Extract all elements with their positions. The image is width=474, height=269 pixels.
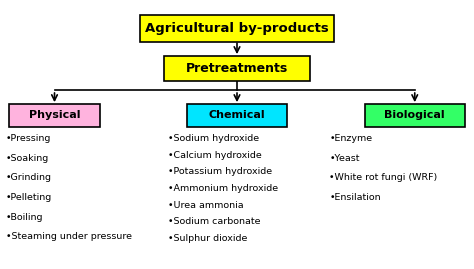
Text: •Ammonium hydroxide: •Ammonium hydroxide <box>168 184 278 193</box>
Text: Physical: Physical <box>29 110 80 120</box>
Text: •Soaking: •Soaking <box>6 154 49 163</box>
Text: •Pressing: •Pressing <box>6 134 51 143</box>
Text: •Yeast: •Yeast <box>329 154 360 163</box>
Text: •Calcium hydroxide: •Calcium hydroxide <box>168 151 262 160</box>
FancyBboxPatch shape <box>9 104 100 127</box>
Text: •Pelleting: •Pelleting <box>6 193 52 202</box>
Text: •Enzyme: •Enzyme <box>329 134 373 143</box>
Text: •White rot fungi (WRF): •White rot fungi (WRF) <box>329 173 438 182</box>
FancyBboxPatch shape <box>140 15 334 42</box>
Text: Pretreatments: Pretreatments <box>186 62 288 75</box>
Text: •Grinding: •Grinding <box>6 173 52 182</box>
Text: •Sulphur dioxide: •Sulphur dioxide <box>168 234 247 243</box>
Text: •Boiling: •Boiling <box>6 213 43 222</box>
Text: Agricultural by-products: Agricultural by-products <box>145 22 329 35</box>
Text: •Potassium hydroxide: •Potassium hydroxide <box>168 167 273 176</box>
Text: •Urea ammonia: •Urea ammonia <box>168 201 244 210</box>
Text: •Sodium hydroxide: •Sodium hydroxide <box>168 134 259 143</box>
FancyBboxPatch shape <box>187 104 287 127</box>
Text: Chemical: Chemical <box>209 110 265 120</box>
Text: Biological: Biological <box>384 110 445 120</box>
FancyBboxPatch shape <box>164 56 310 81</box>
Text: •Steaming under pressure: •Steaming under pressure <box>6 232 132 241</box>
Text: •Ensilation: •Ensilation <box>329 193 381 202</box>
FancyBboxPatch shape <box>365 104 465 127</box>
Text: •Sodium carbonate: •Sodium carbonate <box>168 217 261 226</box>
